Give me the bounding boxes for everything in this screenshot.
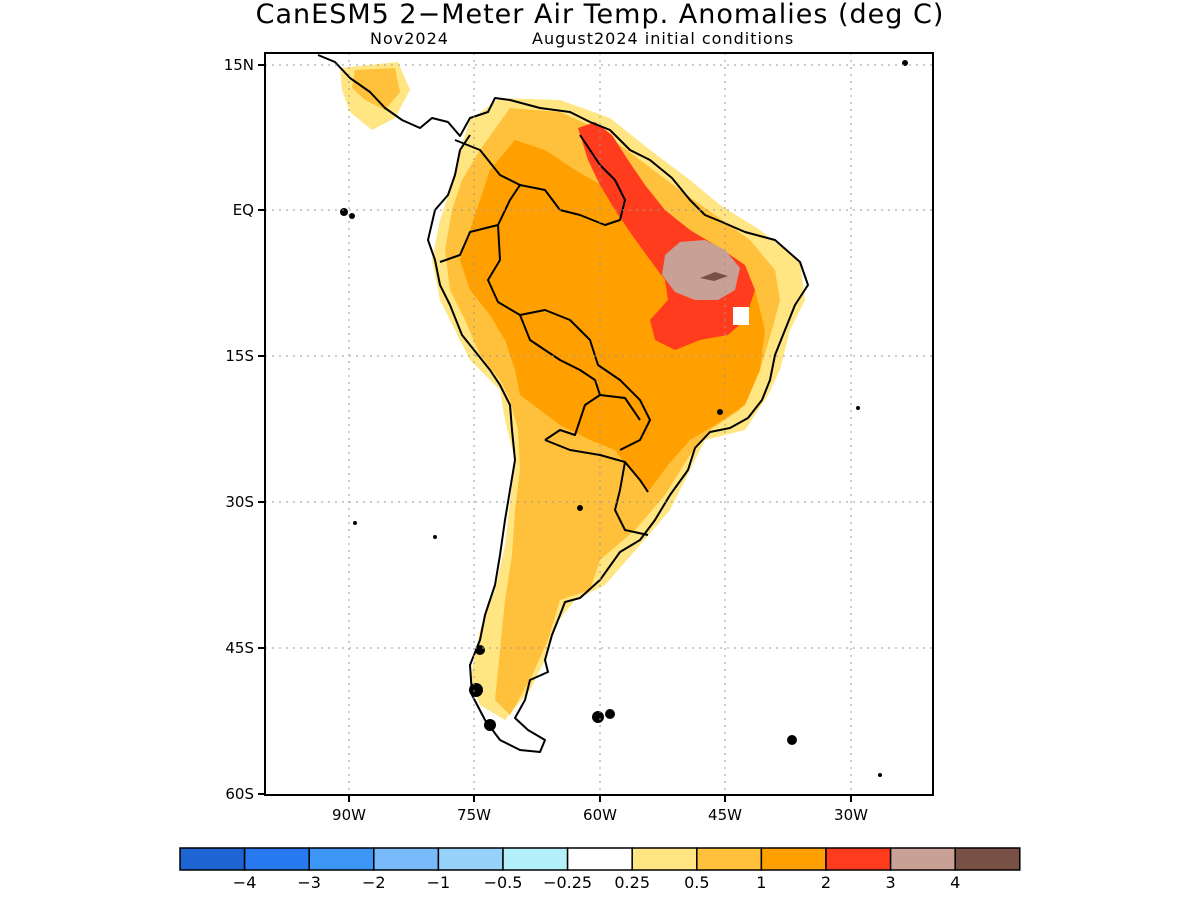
- missing-data-square: [733, 307, 749, 325]
- shade-brown-spot: [700, 272, 728, 281]
- coastline: [317, 54, 809, 753]
- colorbar-tick-label: 0.25: [614, 873, 650, 892]
- colorbar-swatch: [954, 847, 1021, 871]
- lat-label: 15N: [224, 56, 254, 74]
- valid-month-label: Nov2024: [370, 29, 449, 48]
- lat-label: 15S: [225, 347, 254, 365]
- chart-title: CanESM5 2−Meter Air Temp. Anomalies (deg…: [255, 0, 945, 30]
- grid-lines: [265, 53, 933, 795]
- colorbar-tick-label: 0.5: [684, 873, 709, 892]
- lon-label: 60W: [583, 806, 617, 824]
- colorbar-swatch: [696, 847, 763, 871]
- colorbar-tick-label: 1: [756, 873, 766, 892]
- lat-label: EQ: [233, 201, 254, 219]
- colorbar-tick-label: 2: [821, 873, 831, 892]
- colorbar-tick-label: −0.5: [484, 873, 523, 892]
- colorbar-tick-label: −3: [297, 873, 321, 892]
- shade-tan: [662, 240, 740, 300]
- colorbar-swatch: [308, 847, 375, 871]
- lon-label: 75W: [457, 806, 491, 824]
- shade-orange: [460, 140, 765, 492]
- colorbar-swatch: [760, 847, 827, 871]
- colorbar-swatch: [566, 847, 633, 871]
- colorbar-swatch: [502, 847, 569, 871]
- colorbar-tick-label: −4: [233, 873, 257, 892]
- colorbar-tick-label: −1: [427, 873, 451, 892]
- initial-conditions-label: August2024 initial conditions: [532, 29, 795, 48]
- colorbar-swatch: [437, 847, 504, 871]
- lon-label: 30W: [834, 806, 868, 824]
- colorbar-tick-label: −2: [362, 873, 386, 892]
- colorbar-swatch: [825, 847, 892, 871]
- lat-label: 60S: [225, 785, 254, 803]
- colorbar-swatch: [179, 847, 246, 871]
- colorbar-tick-label: 3: [886, 873, 896, 892]
- colorbar-swatch: [373, 847, 440, 871]
- lon-label: 90W: [332, 806, 366, 824]
- lat-label: 30S: [225, 493, 254, 511]
- colorbar-swatch: [631, 847, 698, 871]
- colorbar-swatch: [889, 847, 956, 871]
- lat-label: 45S: [225, 639, 254, 657]
- colorbar-swatch: [243, 847, 310, 871]
- colorbar-tick-label: 4: [950, 873, 960, 892]
- colorbar-tick-label: −0.25: [543, 873, 592, 892]
- lon-label: 45W: [708, 806, 742, 824]
